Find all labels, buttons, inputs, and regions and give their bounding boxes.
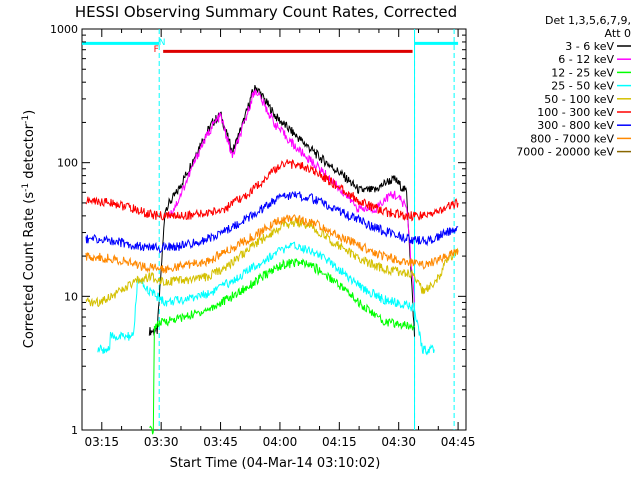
y-tick-label-3: 1000 [50, 23, 78, 36]
series-line-7 [85, 214, 459, 275]
night-saa-boundaries [158, 29, 455, 430]
legend-label-5: 100 - 300 keV [537, 106, 614, 119]
chart-title: HESSI Observing Summary Count Rates, Cor… [75, 3, 457, 21]
x-axis-label: Start Time (04-Mar-14 03:10:02) [170, 456, 381, 471]
x-tick-label-3: 04:00 [263, 435, 298, 449]
y-axis-label-main: Corrected Count Rate (s [22, 192, 37, 349]
y-axis-label-sup1: -1 [21, 183, 31, 192]
legend-label-2: 12 - 25 keV [551, 66, 614, 79]
series-line-6 [85, 191, 459, 254]
series-layer [85, 84, 459, 435]
legend-label-8: 7000 - 20000 keV [516, 146, 614, 159]
y-tick-label-1: 10 [64, 290, 78, 303]
y-axis-label-end: ) [22, 110, 37, 115]
series-line-5 [85, 159, 459, 222]
legend-header-line1: Det 1,3,5,6,7,9, [545, 14, 631, 27]
y-axis-label-sup2: -1 [21, 115, 31, 124]
legend-label-3: 25 - 50 keV [551, 80, 614, 93]
x-tick-label-4: 04:15 [322, 435, 357, 449]
marker-label-f: F [154, 45, 159, 55]
legend-header-line2: Att 0 [605, 27, 631, 40]
legend-label-1: 6 - 12 keV [558, 53, 614, 66]
legend-label-7: 800 - 7000 keV [530, 132, 614, 145]
x-tick-label-2: 03:45 [203, 435, 238, 449]
x-tick-label-6: 04:45 [441, 435, 476, 449]
marker-label-n: N [159, 38, 166, 48]
status-bars: FN [82, 38, 459, 55]
series-line-3 [97, 241, 435, 356]
x-tick-label-0: 03:15 [84, 435, 119, 449]
x-tick-label-5: 04:30 [381, 435, 416, 449]
legend-label-4: 50 - 100 keV [544, 93, 614, 106]
y-axis-label: Corrected Count Rate (s-1 detector-1) [21, 110, 37, 348]
series-line-2 [149, 257, 415, 435]
y-tick-label-2: 100 [57, 157, 78, 170]
y-tick-label-0: 1 [71, 424, 78, 437]
series-line-1 [168, 88, 415, 303]
legend-label-6: 300 - 800 keV [537, 119, 614, 132]
series-line-4 [85, 217, 459, 308]
legend-label-0: 3 - 6 keV [565, 40, 614, 53]
x-tick-label-1: 03:30 [144, 435, 179, 449]
axis-ticks: 1 10 100 1000 03:15 03:30 03:45 04:00 04:15 04:30… [50, 23, 475, 449]
y-axis-label-mid: detector [22, 123, 37, 183]
plot-frame [81, 28, 467, 431]
